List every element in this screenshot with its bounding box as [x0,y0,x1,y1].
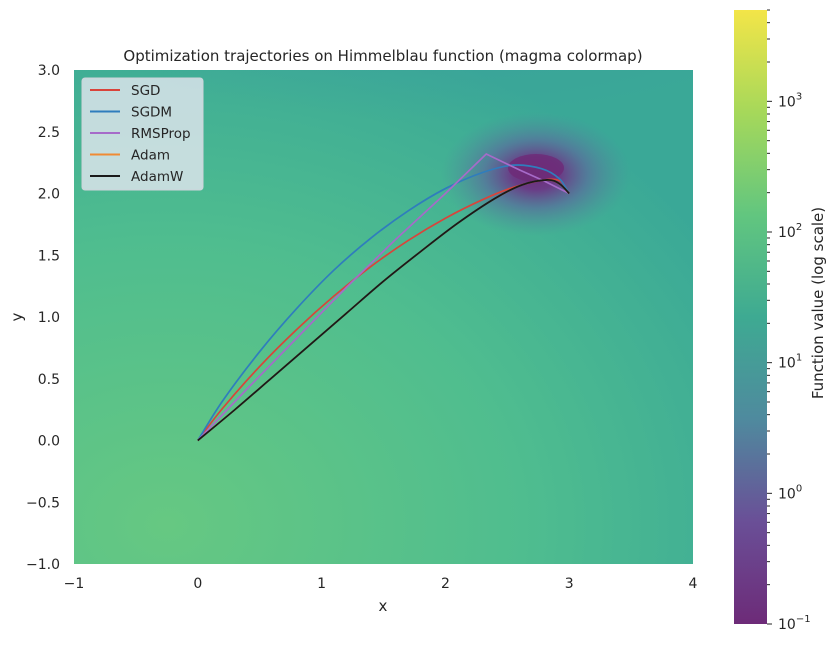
x-tick-label: 0 [193,576,202,592]
legend-label-adam: Adam [131,148,170,164]
series-lines [197,152,570,442]
colorbar-tick-label: 100 [778,483,802,502]
legend-label-adamw: AdamW [131,169,183,185]
y-axis-ticks: −1.0 −0.5 0.0 0.5 1.0 1.5 2.0 2.5 3.0 [26,63,60,573]
y-tick-label: 1.5 [38,248,60,264]
x-tick-label: 3 [565,576,574,592]
x-tick-label: −1 [64,576,85,592]
x-tick-label: 4 [689,576,698,592]
y-tick-label: 3.0 [38,63,60,79]
x-axis-label: x [379,597,388,615]
legend-label-sgdm: SGDM [131,105,172,121]
legend-label-rmsprop: RMSProp [131,126,191,142]
y-tick-label: −0.5 [26,495,60,511]
heatmap-background [74,70,693,564]
colorbar-tick-label: 103 [778,91,802,110]
y-axis-label: y [8,312,26,321]
colorbar-label: Function value (log scale) [809,207,827,399]
colorbar-ticks: 10−1 100 101 102 103 [767,9,811,633]
x-tick-label: 2 [441,576,450,592]
y-tick-label: −1.0 [26,557,60,573]
colorbar-tick-label: 102 [778,222,802,241]
series-line-sgdm [197,164,570,441]
y-tick-label: 2.5 [38,125,60,141]
x-axis-ticks: −1 0 1 2 3 4 [64,576,698,592]
colorbar-gradient [734,10,767,624]
colorbar-tick-label: 10−1 [778,614,811,633]
y-tick-label: 0.0 [38,434,60,450]
colorbar: 10−1 100 101 102 103 Function value (log sca… [734,9,827,633]
legend: SGD SGDM RMSProp Adam AdamW [81,77,204,191]
legend-label-sgd: SGD [131,83,160,99]
x-tick-label: 1 [317,576,326,592]
colorbar-tick-label: 101 [778,353,802,372]
y-tick-label: 1.0 [38,310,60,326]
y-tick-label: 0.5 [38,372,60,388]
y-tick-label: 2.0 [38,187,60,203]
series-line-rmsprop [197,152,570,442]
chart-title: Optimization trajectories on Himmelblau … [123,47,642,65]
series-line-adamw [197,179,570,442]
